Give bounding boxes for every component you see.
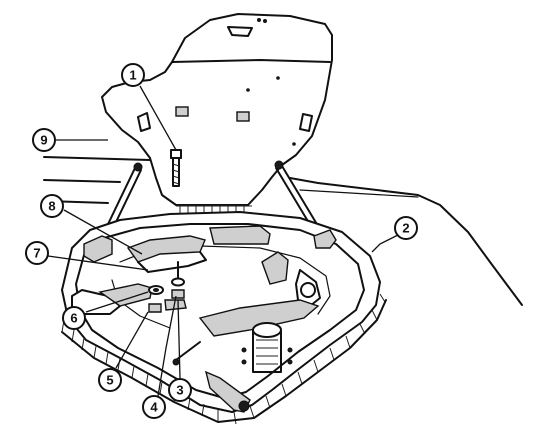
callout-6: 6: [62, 306, 86, 330]
callout-7: 7: [25, 241, 49, 265]
svg-text:7: 7: [33, 246, 40, 261]
callout-1: 1: [121, 63, 145, 87]
svg-text:5: 5: [106, 373, 113, 388]
callout-4: 4: [142, 395, 166, 419]
turret-mechanism: [71, 225, 337, 413]
callout-5: 5: [98, 368, 122, 392]
hardware-stack: [148, 261, 185, 313]
svg-text:2: 2: [402, 221, 409, 236]
svg-text:6: 6: [70, 311, 77, 326]
hatch-cover: [101, 13, 333, 215]
callout-8: 8: [40, 194, 64, 218]
leader-lines: [47, 85, 401, 397]
svg-text:1: 1: [129, 68, 136, 83]
svg-text:9: 9: [40, 133, 47, 148]
callout-2: 2: [394, 216, 418, 240]
svg-text:3: 3: [176, 383, 183, 398]
callout-9: 9: [32, 128, 56, 152]
callout-3: 3: [168, 378, 192, 402]
svg-text:4: 4: [150, 400, 158, 415]
svg-text:8: 8: [48, 199, 55, 214]
